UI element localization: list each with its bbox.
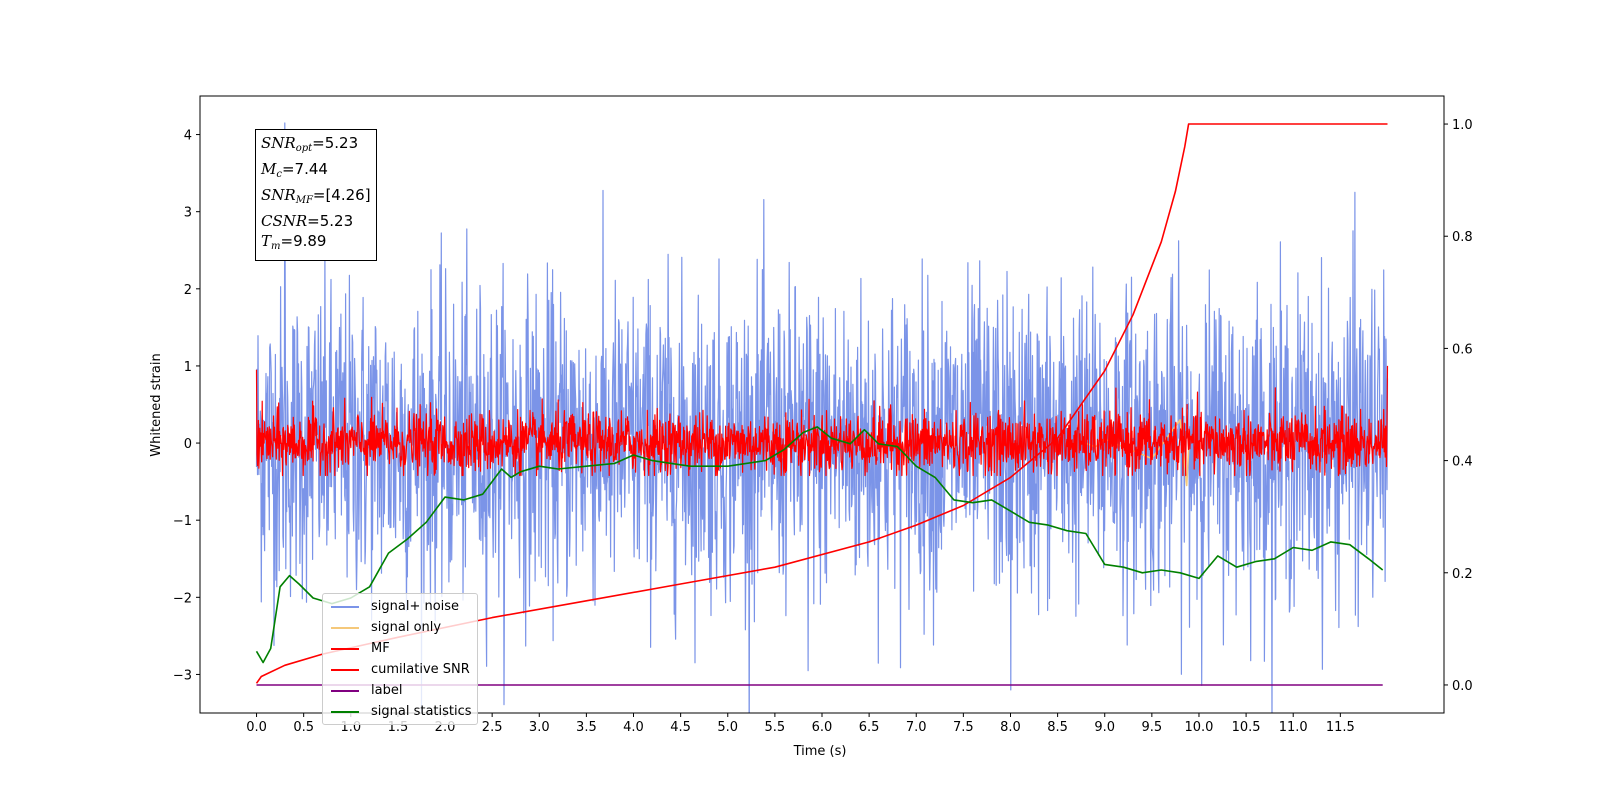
snr-mf-line: SNRMF=[4.26] xyxy=(261,186,371,206)
y2-tick-label: 0.4 xyxy=(1452,455,1473,470)
y-tick-label: 2 xyxy=(184,283,192,298)
csnr-line: CSNR=5.23 xyxy=(261,212,354,230)
x-tick-label: 7.5 xyxy=(953,720,974,735)
legend: signal+ noise signal only MF cumilative … xyxy=(322,593,478,725)
legend-item-label: label xyxy=(323,680,477,701)
x-tick-label: 8.5 xyxy=(1047,720,1068,735)
x-tick-label: 11.5 xyxy=(1326,720,1355,735)
x-tick-label: 11.0 xyxy=(1279,720,1308,735)
y-tick-label: −3 xyxy=(173,668,192,683)
x-tick-label: 4.5 xyxy=(670,720,691,735)
legend-swatch xyxy=(331,647,359,650)
y2-tick-label: 0.8 xyxy=(1452,230,1473,245)
legend-swatch xyxy=(331,710,359,713)
x-tick-label: 0.0 xyxy=(246,720,267,735)
legend-label: signal only xyxy=(371,620,442,635)
x-tick-label: 3.5 xyxy=(576,720,597,735)
x-tick-label: 2.5 xyxy=(482,720,503,735)
y2-tick-label: 0.2 xyxy=(1452,567,1473,582)
x-tick-label: 8.0 xyxy=(1000,720,1021,735)
x-tick-label: 10.5 xyxy=(1232,720,1261,735)
legend-swatch xyxy=(331,689,359,692)
legend-label: label xyxy=(371,683,403,698)
x-tick-label: 10.0 xyxy=(1184,720,1213,735)
snr-opt-line: SNRopt=5.23 xyxy=(261,134,359,154)
x-tick-label: 3.0 xyxy=(529,720,550,735)
y-axis-label: Whitened strain xyxy=(149,353,164,456)
legend-item-cumulative-snr: cumilative SNR xyxy=(323,659,477,680)
y-tick-label: 1 xyxy=(184,360,192,375)
legend-swatch xyxy=(331,626,359,629)
legend-item-signal-only: signal only xyxy=(323,617,477,638)
legend-swatch xyxy=(331,668,359,671)
series-mf xyxy=(255,365,1389,477)
mc-line: Mc=7.44 xyxy=(261,160,328,180)
y2-tick-label: 0.0 xyxy=(1452,679,1473,694)
legend-item-signal-noise: signal+ noise xyxy=(323,596,477,617)
y-tick-label: 3 xyxy=(184,206,192,221)
legend-label: cumilative SNR xyxy=(371,662,470,677)
x-tick-label: 7.0 xyxy=(906,720,927,735)
legend-label: signal+ noise xyxy=(371,599,460,614)
x-tick-label: 0.5 xyxy=(293,720,314,735)
x-tick-label: 5.5 xyxy=(765,720,786,735)
x-tick-label: 5.0 xyxy=(717,720,738,735)
legend-item-mf: MF xyxy=(323,638,477,659)
legend-item-signal-statistics: signal statistics xyxy=(323,701,477,722)
x-axis-label: Time (s) xyxy=(793,744,847,759)
tm-line: Tm=9.89 xyxy=(261,232,327,252)
y-tick-label: −2 xyxy=(173,591,192,606)
y-tick-label: 4 xyxy=(184,129,192,144)
x-tick-label: 9.0 xyxy=(1094,720,1115,735)
y-tick-label: −1 xyxy=(173,514,192,529)
legend-label: MF xyxy=(371,641,390,656)
x-tick-label: 9.5 xyxy=(1142,720,1163,735)
series-signal-statistics xyxy=(255,426,1384,664)
y2-tick-label: 1.0 xyxy=(1452,118,1473,133)
x-tick-label: 4.0 xyxy=(623,720,644,735)
legend-label: signal statistics xyxy=(371,704,472,719)
x-tick-label: 6.5 xyxy=(859,720,880,735)
y-tick-label: 0 xyxy=(184,437,192,452)
legend-swatch xyxy=(331,605,359,608)
x-tick-label: 6.0 xyxy=(812,720,833,735)
y2-tick-label: 0.6 xyxy=(1452,342,1473,357)
stats-annotation-box: SNRopt=5.23 Mc=7.44 SNRMF=[4.26] CSNR=5.… xyxy=(255,129,377,261)
